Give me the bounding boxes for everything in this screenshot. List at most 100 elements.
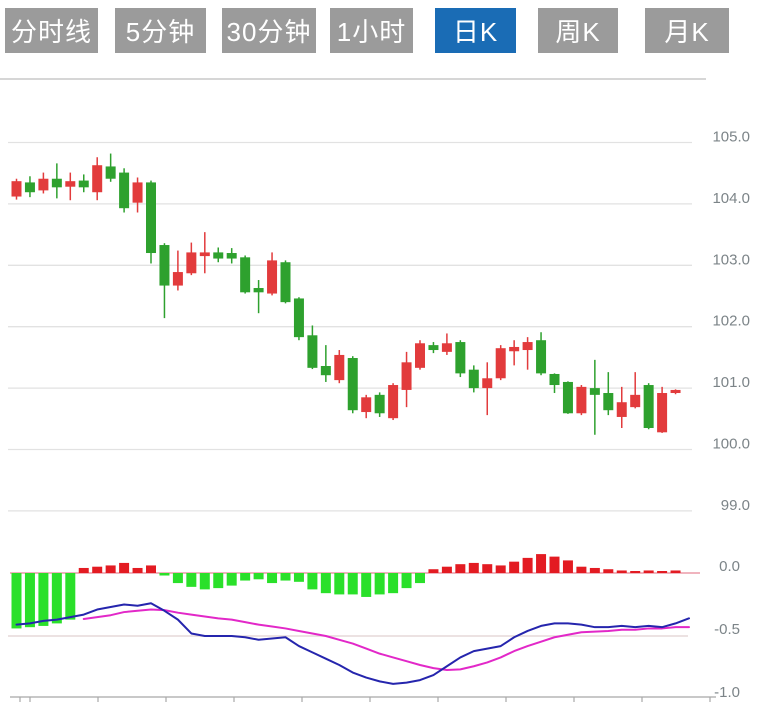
tab-minute-line[interactable]: 分时线	[5, 8, 98, 53]
candle	[24, 176, 35, 198]
macd-bar	[253, 573, 264, 580]
candle	[589, 359, 600, 435]
tab-monthly-k[interactable]: 月K	[645, 8, 729, 53]
macd-bar	[65, 573, 76, 620]
macd-axis-label: 0.0	[719, 558, 740, 575]
candle	[415, 340, 425, 370]
macd-bar	[670, 570, 681, 573]
candle	[630, 372, 641, 409]
macd-axis-label: -0.5	[714, 621, 740, 638]
macd-bar	[226, 573, 237, 586]
macd-bar	[213, 573, 224, 589]
macd-bar	[455, 564, 466, 573]
price-axis-label: 101.0	[712, 374, 750, 391]
macd-bar	[159, 573, 170, 576]
candle	[670, 389, 681, 395]
macd-axis-label: -1.0	[714, 684, 740, 701]
candle	[293, 297, 304, 341]
tab-daily-k[interactable]: 日K	[435, 8, 516, 53]
macd-pane: 0.0 -0.5 -1.0	[8, 554, 740, 702]
price-axis-label: 100.0	[712, 436, 750, 453]
candle	[280, 260, 291, 304]
macd-bar	[347, 573, 358, 595]
macd-bar	[199, 573, 210, 590]
candle	[347, 356, 358, 414]
macd-bar	[146, 565, 156, 573]
price-axis-label: 105.0	[712, 129, 750, 146]
price-pane: 105.0 104.0 103.0 102.0 101.0 100.0 99.0	[0, 78, 750, 514]
macd-bar	[92, 566, 103, 573]
macd-bar	[428, 569, 439, 573]
macd-bar	[374, 573, 385, 595]
macd-bar	[132, 567, 143, 573]
price-axis-label: 102.0	[712, 313, 750, 330]
tab-weekly-k[interactable]: 周K	[538, 8, 618, 53]
candle	[374, 392, 385, 417]
macd-bar	[441, 566, 452, 573]
macd-bar	[468, 562, 479, 573]
macd-bar	[495, 565, 506, 573]
candle	[495, 345, 506, 381]
candle	[119, 168, 130, 213]
candle	[549, 373, 560, 394]
candle	[361, 394, 372, 419]
macd-bar	[38, 573, 49, 626]
price-axis-label: 103.0	[712, 251, 750, 268]
candle	[92, 157, 103, 201]
tab-30min[interactable]: 30分钟	[222, 8, 316, 53]
candle	[428, 342, 439, 354]
macd-bar	[307, 573, 318, 590]
candle	[159, 243, 170, 319]
macd-bar	[482, 564, 493, 573]
macd-bar	[630, 571, 641, 573]
candle	[643, 383, 654, 430]
candle	[78, 174, 89, 193]
candle	[213, 247, 224, 263]
candle	[562, 381, 573, 414]
candle	[455, 340, 466, 378]
macd-bar	[280, 573, 291, 581]
tab-5min[interactable]: 5分钟	[115, 8, 206, 53]
macd-bar	[388, 573, 399, 594]
candle	[132, 177, 143, 213]
candle	[226, 248, 237, 264]
macd-bar	[293, 573, 304, 582]
candle	[522, 337, 533, 370]
macd-bar	[51, 573, 62, 624]
macd-bar	[616, 570, 627, 573]
candle	[307, 325, 318, 370]
dea-line	[82, 608, 690, 672]
candle	[199, 232, 210, 274]
macd-bar	[549, 556, 560, 573]
candle	[401, 351, 412, 408]
macd-bar	[267, 573, 278, 584]
candle	[253, 280, 264, 314]
candle	[65, 172, 76, 201]
macd-bar	[576, 566, 587, 573]
macd-bar	[536, 554, 547, 573]
macd-bar	[657, 571, 668, 573]
tab-1hour[interactable]: 1小时	[330, 8, 413, 53]
macd-bar	[509, 561, 520, 573]
candle	[616, 386, 627, 429]
candle	[105, 153, 116, 182]
macd-bar	[240, 573, 251, 581]
macd-bar	[78, 567, 89, 573]
price-axis-label: 99.0	[721, 497, 750, 514]
period-tab-bar: 分时线 5分钟 30分钟 1小时 日K 周K 月K	[0, 0, 762, 60]
macd-bar	[562, 560, 573, 573]
macd-bar	[119, 562, 130, 573]
candle	[11, 178, 22, 200]
candle	[603, 372, 614, 416]
candle	[576, 385, 587, 416]
candle	[334, 350, 345, 384]
candle	[240, 255, 251, 294]
candle	[388, 383, 399, 421]
macd-bar	[334, 573, 345, 595]
candle	[146, 180, 156, 264]
macd-bar	[603, 569, 614, 573]
macd-bar	[589, 567, 600, 573]
dif-line	[15, 602, 690, 685]
